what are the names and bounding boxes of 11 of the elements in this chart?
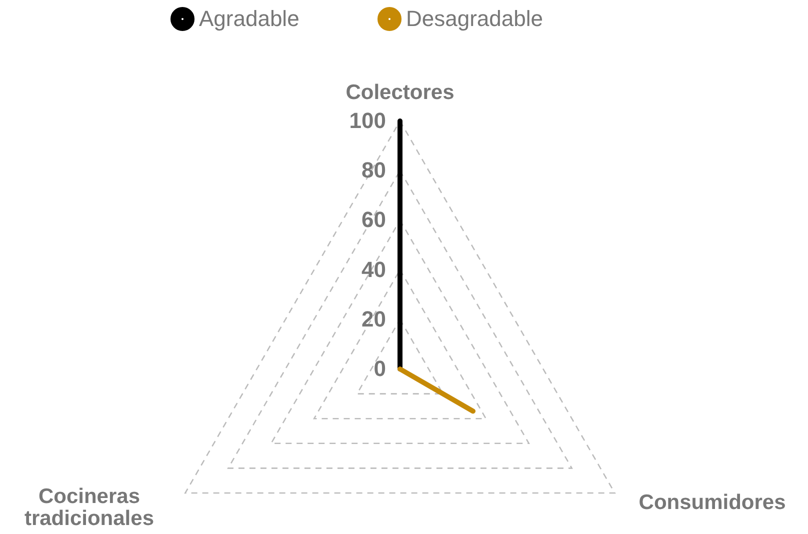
y-tick-label: 80 <box>362 158 386 183</box>
y-tick-label: 60 <box>362 207 386 232</box>
spoke-label: Consumidores <box>638 491 786 514</box>
y-tick-label: 0 <box>374 356 386 381</box>
legend-label: Agradable <box>199 6 300 31</box>
spoke-label: Cocineras tradicionales <box>24 485 154 530</box>
y-tick-label: 100 <box>349 108 386 133</box>
spoke-label: Colectores <box>346 81 454 104</box>
legend-label: Desagradable <box>406 6 543 31</box>
y-tick-label: 40 <box>362 256 386 282</box>
y-tick-label: 20 <box>362 306 386 332</box>
